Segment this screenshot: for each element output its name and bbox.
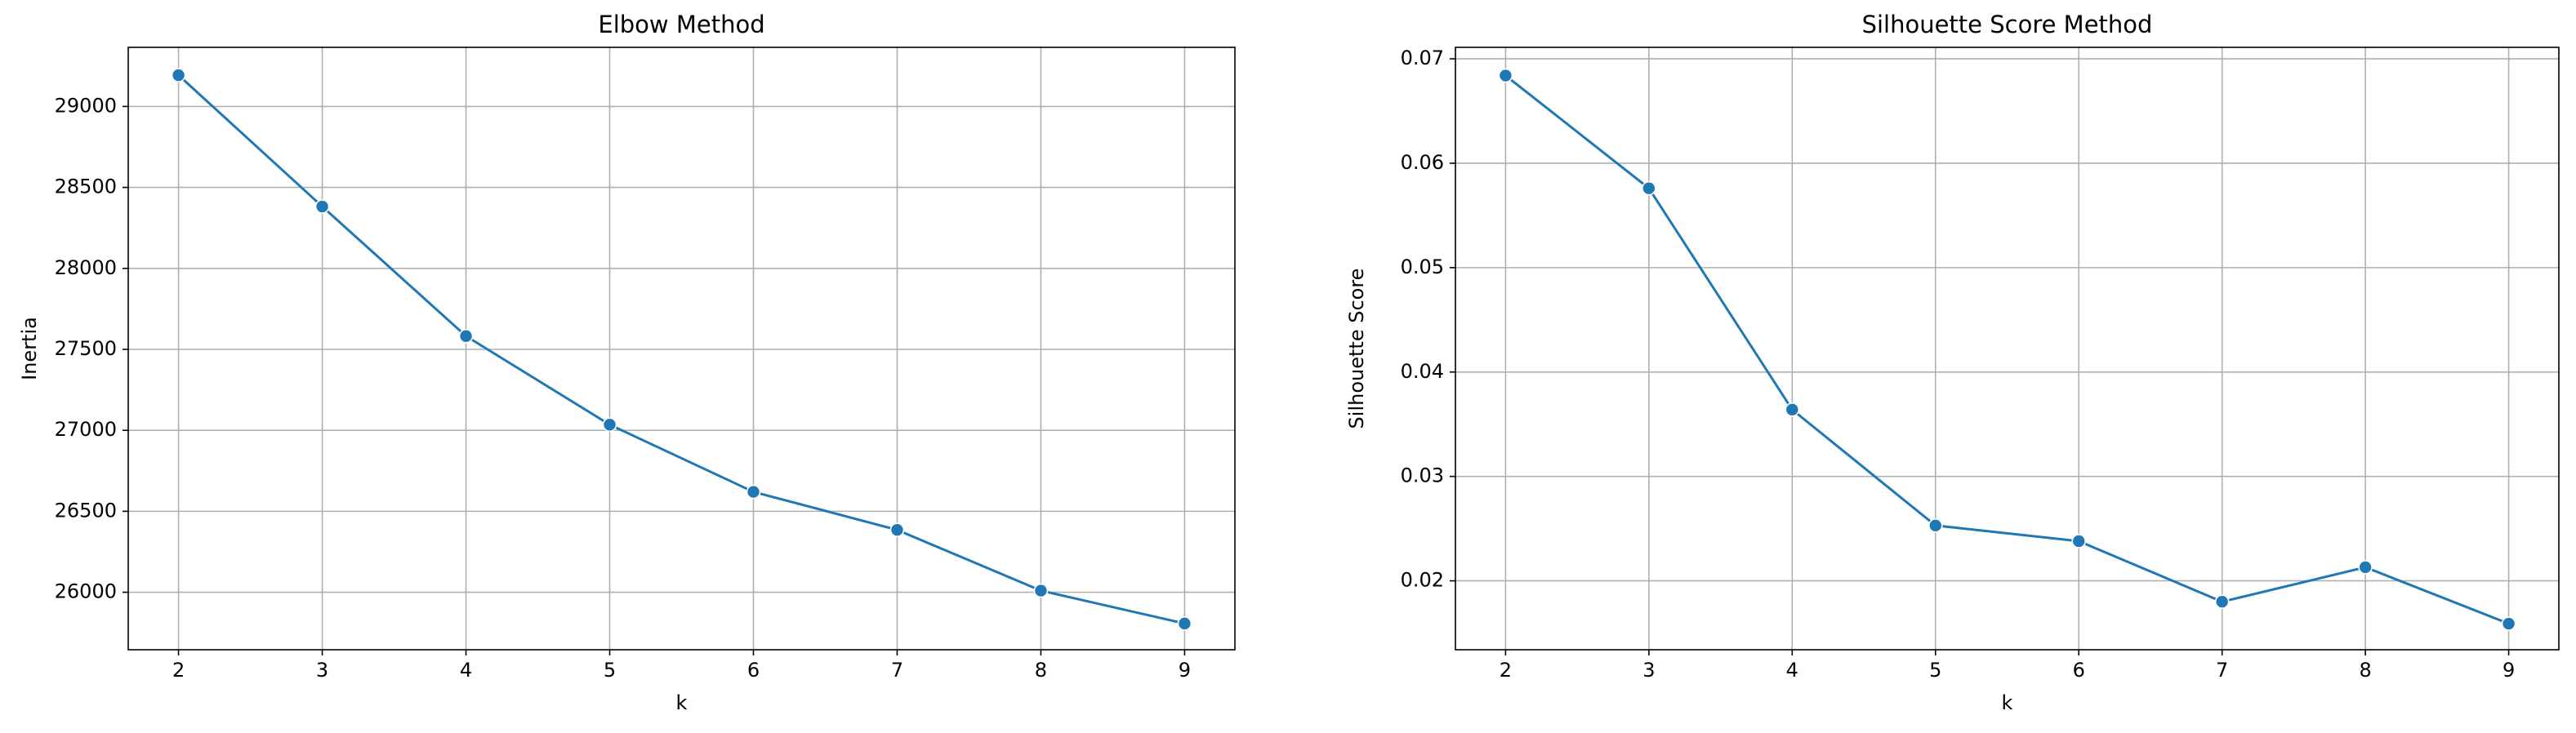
marker — [314, 199, 330, 214]
y-tick-label: 0.07 — [1401, 47, 1444, 69]
x-tick-label: 7 — [891, 659, 903, 682]
x-tick-label: 7 — [2216, 659, 2228, 682]
y-tick-label: 0.02 — [1401, 569, 1444, 592]
y-tick-label: 27500 — [55, 337, 117, 360]
y-tick-label: 0.06 — [1401, 151, 1444, 174]
marker — [1642, 180, 1656, 196]
x-tick-label: 3 — [1642, 659, 1655, 682]
marker — [2214, 594, 2230, 609]
x-axis-label: k — [2002, 691, 2013, 714]
marker — [1785, 402, 1800, 417]
x-tick-label: 2 — [172, 659, 185, 682]
axes-frame — [1455, 47, 2560, 651]
chart-title: Silhouette Score Method — [1862, 11, 2153, 38]
marker — [746, 484, 761, 500]
x-tick-label: 8 — [2359, 659, 2371, 682]
marker — [2358, 560, 2373, 575]
x-tick-label: 5 — [604, 659, 616, 682]
line — [1504, 74, 2510, 625]
y-axis-label: Inertia — [18, 317, 41, 380]
x-tick-label: 5 — [1929, 659, 1941, 682]
x-tick-label: 3 — [316, 659, 328, 682]
x-tick-label: 9 — [2502, 659, 2515, 682]
marker — [2071, 534, 2087, 549]
x-tick-label: 6 — [747, 659, 760, 682]
x-tick-label: 4 — [1786, 659, 1798, 682]
marker — [1928, 518, 1943, 533]
y-tick-label: 28000 — [55, 256, 117, 279]
y-tick-label: 0.03 — [1401, 464, 1444, 487]
x-tick-label: 8 — [1035, 659, 1047, 682]
marker — [889, 522, 905, 537]
y-tick-label: 26000 — [55, 580, 117, 603]
y-tick-label: 27000 — [55, 418, 117, 441]
line — [177, 74, 1185, 625]
y-tick-label: 0.04 — [1401, 360, 1444, 383]
marker — [171, 68, 186, 82]
y-tick-label: 29000 — [55, 94, 117, 117]
x-tick-label: 9 — [1179, 659, 1191, 682]
marker — [2501, 616, 2516, 631]
marker — [602, 417, 617, 433]
x-tick-label: 2 — [1500, 659, 1512, 682]
x-tick-label: 4 — [460, 659, 472, 682]
y-axis-label: Silhouette Score — [1345, 269, 1368, 429]
marker — [1177, 616, 1192, 631]
axes-frame — [127, 47, 1236, 651]
y-tick-label: 28500 — [55, 175, 117, 198]
marker — [1033, 583, 1049, 598]
y-tick-label: 26500 — [55, 499, 117, 522]
y-tick-label: 0.05 — [1401, 255, 1444, 278]
x-tick-label: 6 — [2073, 659, 2085, 682]
marker — [1498, 68, 1513, 83]
x-axis-label: k — [676, 691, 688, 714]
chart-title: Elbow Method — [598, 11, 764, 38]
marker — [458, 328, 474, 344]
